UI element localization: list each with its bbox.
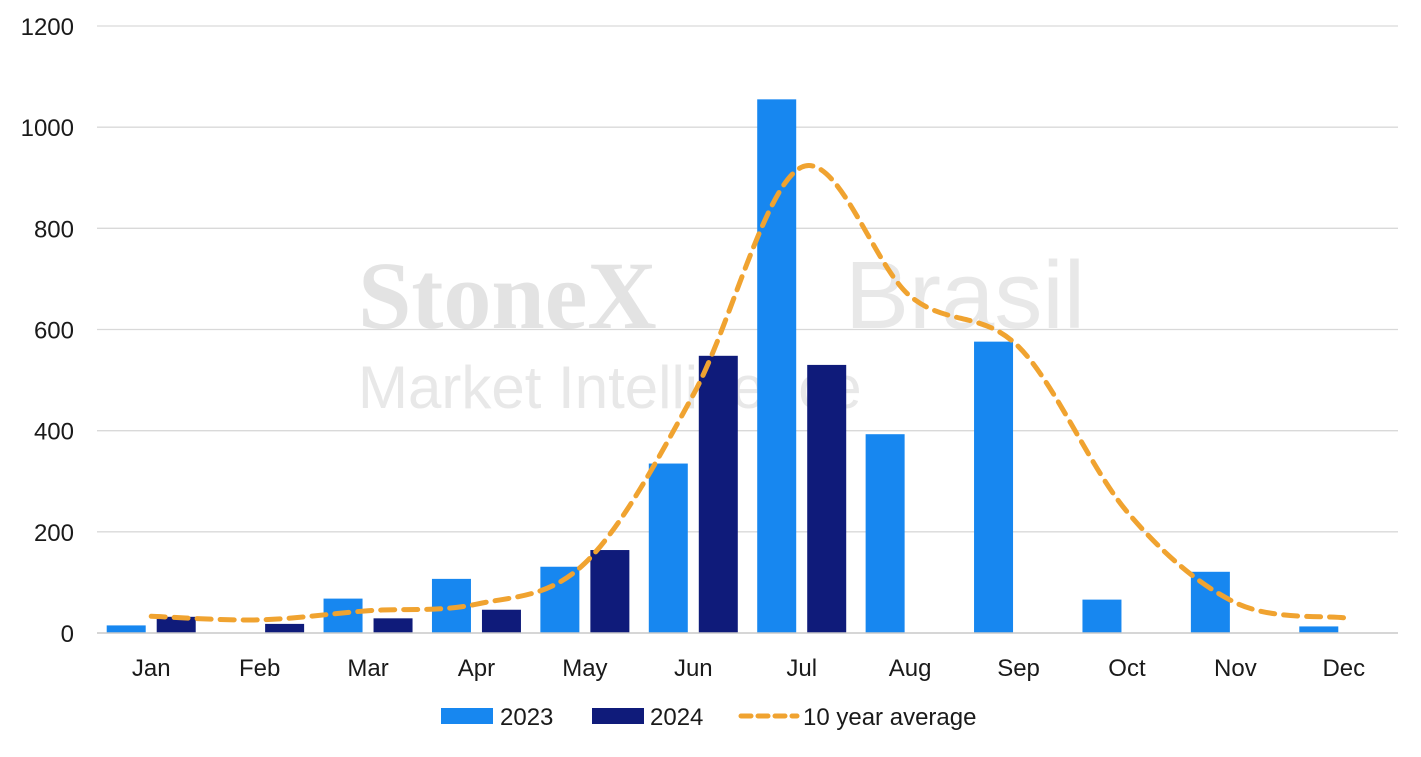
x-tick-label: Feb bbox=[239, 655, 280, 682]
y-tick-label: 600 bbox=[34, 318, 74, 345]
legend: 2023 2024 10 year average bbox=[441, 704, 976, 731]
bar-2023-Dec bbox=[1299, 626, 1339, 633]
x-tick-label: May bbox=[562, 655, 607, 682]
bar-2024-May bbox=[590, 550, 630, 633]
x-axis: Jan Feb Mar Apr May Jun Jul Aug Sep Oct Nov Dec bbox=[97, 632, 1398, 682]
x-tick-label: Dec bbox=[1322, 655, 1365, 682]
average-line-layer bbox=[148, 163, 1347, 623]
y-tick-label: 1000 bbox=[21, 115, 74, 142]
watermark-suffix: Brasil bbox=[845, 242, 1085, 349]
legend-swatch-2024 bbox=[592, 708, 644, 724]
bar-2023-Mar bbox=[323, 598, 363, 633]
bar-2024-Feb bbox=[265, 623, 305, 633]
legend-swatch-2023 bbox=[441, 708, 493, 724]
bar-2023-Jan bbox=[106, 625, 146, 633]
y-tick-label: 400 bbox=[34, 419, 74, 446]
y-tick-label: 200 bbox=[34, 520, 74, 547]
x-tick-label: Nov bbox=[1214, 655, 1257, 682]
bar-2023-Sep bbox=[974, 341, 1014, 633]
bar-2023-Jul bbox=[757, 99, 797, 634]
legend-label: 10 year average bbox=[803, 704, 976, 731]
x-tick-label: Mar bbox=[347, 655, 388, 682]
watermark-brand: StoneX bbox=[358, 242, 657, 349]
bars bbox=[106, 99, 1339, 634]
y-axis: 0 200 400 600 800 1000 1200 bbox=[21, 14, 74, 648]
y-tick-label: 1200 bbox=[21, 14, 74, 41]
x-tick-label: Jan bbox=[132, 655, 171, 682]
y-tick-label: 800 bbox=[34, 216, 74, 243]
x-tick-label: Apr bbox=[458, 655, 495, 682]
x-tick-label: Aug bbox=[889, 655, 932, 682]
legend-label: 2023 bbox=[500, 704, 553, 731]
ten-year-average-line bbox=[148, 163, 1347, 623]
bar-2023-Nov bbox=[1190, 571, 1230, 633]
bar-2023-Oct bbox=[1082, 599, 1122, 633]
x-tick-label: Oct bbox=[1108, 655, 1146, 682]
bar-2024-Jan bbox=[156, 616, 196, 633]
y-tick-label: 0 bbox=[61, 621, 74, 648]
bar-2024-Jun bbox=[698, 355, 738, 633]
bar-2024-Jul bbox=[807, 364, 847, 633]
gridlines bbox=[97, 25, 1398, 533]
bar-2024-Apr bbox=[481, 609, 521, 633]
x-tick-label: Jul bbox=[786, 655, 817, 682]
bar-2023-Aug bbox=[865, 434, 905, 633]
bar-2024-Mar bbox=[373, 618, 413, 633]
bar-2023-May bbox=[540, 566, 580, 633]
x-tick-label: Sep bbox=[997, 655, 1040, 682]
legend-label: 2024 bbox=[650, 704, 703, 731]
bar-2023-Jun bbox=[648, 463, 688, 633]
x-tick-label: Jun bbox=[674, 655, 713, 682]
